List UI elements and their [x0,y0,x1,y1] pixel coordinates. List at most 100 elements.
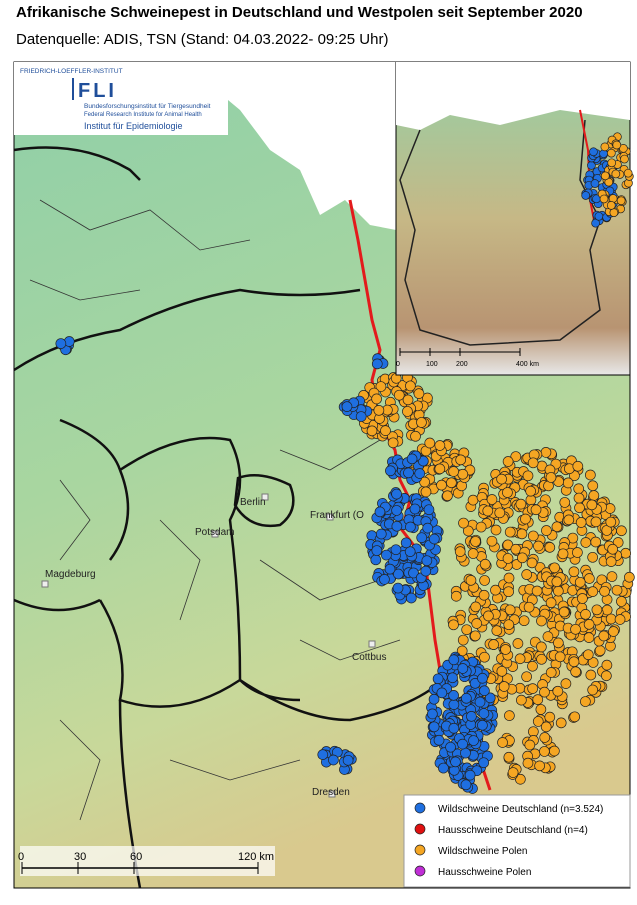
outbreak-point [479,651,490,663]
outbreak-point [328,754,339,766]
outbreak-point [585,469,596,481]
outbreak-point [588,490,600,501]
outbreak-point [393,389,405,401]
outbreak-point [438,762,449,774]
outbreak-point [428,533,440,545]
outbreak-point [570,666,581,678]
outbreak-point [574,576,586,588]
outbreak-point [620,547,632,559]
outbreak-point [587,480,599,492]
city-marker [326,513,334,521]
outbreak-point [461,624,473,636]
city-labels: Berlin Potsdam Frankfurt (O Magdeburg Cottbu… [41,493,386,798]
outbreak-point [390,544,402,556]
outbreak-point [428,693,440,705]
outbreak-point [612,140,622,150]
outbreak-point [614,614,626,625]
outbreak-point [549,562,560,574]
outbreak-point [563,514,575,526]
outbreak-point [581,191,591,200]
outbreak-point [606,201,616,210]
outbreak-point [522,470,534,482]
outbreak-point [391,488,402,500]
outbreak-point [496,473,507,485]
state-border [13,146,431,889]
outbreak-point [380,425,391,437]
logo-abbr: FLI [78,80,117,102]
outbreak-point [533,540,544,552]
outbreak-point [590,536,602,548]
outbreak-point [385,465,396,477]
outbreak-point [605,613,617,625]
logo-unit: Institut für Epidemiologie [84,121,183,131]
outbreak-points [55,336,635,794]
outbreak-point [599,194,609,204]
outbreak-point [558,606,570,618]
outbreak-point [559,497,571,508]
outbreak-point [460,747,471,759]
outbreak-point [427,708,438,720]
outbreak-point [448,654,460,666]
outbreak-point [458,517,469,529]
inset-scale-label: 400 km [516,361,539,368]
outbreak-point [601,670,612,682]
outbreak-point [502,487,513,498]
outbreak-point [413,388,425,399]
outbreak-point [370,554,382,566]
city-marker [41,580,49,588]
scale-label: 60 [130,851,142,863]
outbreak-point [424,437,436,449]
outbreak-point [490,524,502,536]
outbreak-point [402,394,414,406]
title: Afrikanische Schweinepest in Deutschland… [16,4,583,21]
outbreak-point [457,468,469,480]
outbreak-point [516,528,528,540]
outbreak-point [504,604,516,616]
outbreak-point [420,565,432,577]
city-marker [211,530,219,538]
outbreak-point [446,477,457,489]
outbreak-point [464,769,476,781]
outbreak-point [523,601,535,613]
outbreak-point [400,537,412,549]
outbreak-point [525,485,536,497]
outbreak-point [486,494,498,505]
outbreak-point [606,148,616,158]
outbreak-point [462,525,474,537]
outbreak-point [423,504,435,516]
outbreak-point [496,665,508,677]
outbreak-point [416,532,428,544]
legend-label: Hausschweine Polen [438,867,531,878]
outbreak-point [448,699,460,710]
outbreak-point [387,437,399,449]
outbreak-point [545,597,557,609]
outbreak-point [562,477,574,489]
outbreak-point [375,528,387,540]
outbreak-point [392,582,404,594]
outbreak-point [375,381,387,392]
outbreak-point [527,660,538,672]
outbreak-point [620,154,629,164]
outbreak-point [607,158,617,168]
outbreak-point [587,586,599,597]
outbreak-point [606,571,618,582]
outbreak-point [574,502,585,514]
outbreak-point [600,171,610,181]
outbreak-point [527,683,539,694]
outbreak-point [540,447,552,458]
outbreak-point [521,671,532,683]
outbreak-point [405,592,417,604]
outbreak-point [491,625,503,636]
outbreak-point [616,525,627,537]
outbreak-point [467,494,479,506]
outbreak-point [517,552,528,564]
outbreak-point [436,479,447,491]
outbreak-point [488,639,499,650]
outbreak-point [544,542,556,553]
legend-swatch [414,844,426,856]
inset-map: 0 100 200 400 km [395,61,634,376]
outbreak-point [520,513,531,525]
outbreak-point [545,667,557,678]
outbreak-point [434,440,446,451]
legend-label: Wildschweine Polen [438,846,528,857]
